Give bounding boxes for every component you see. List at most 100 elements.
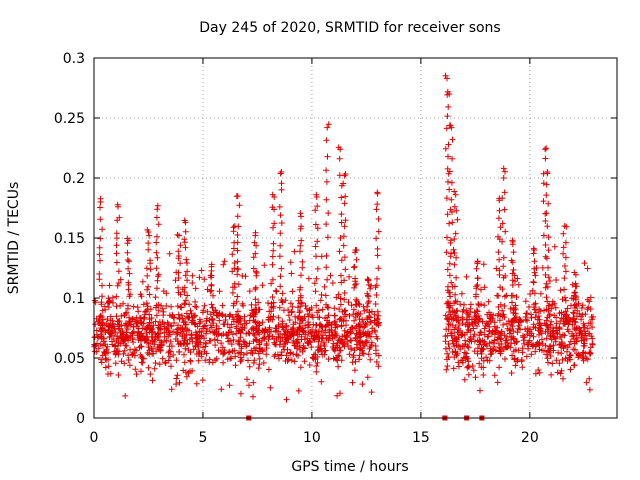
data-point <box>231 260 238 266</box>
data-point <box>329 344 336 350</box>
data-point <box>453 308 460 315</box>
data-point <box>259 319 266 326</box>
data-point <box>494 324 501 331</box>
data-point <box>323 221 330 228</box>
data-point <box>442 145 449 152</box>
data-point <box>560 244 567 251</box>
data-point <box>224 321 231 328</box>
data-point <box>120 331 127 337</box>
data-point <box>137 291 144 298</box>
data-point <box>481 284 488 291</box>
data-point <box>361 307 368 314</box>
data-point <box>268 300 275 307</box>
data-point <box>138 335 145 342</box>
data-point <box>297 284 304 291</box>
data-point <box>123 342 130 349</box>
data-point <box>125 352 132 359</box>
data-point <box>486 323 493 330</box>
data-point <box>140 301 147 308</box>
data-point <box>580 342 587 349</box>
data-point <box>234 239 241 246</box>
data-point <box>308 344 315 351</box>
data-point <box>168 386 175 393</box>
data-point <box>170 328 177 335</box>
data-point <box>126 362 133 369</box>
data-point <box>148 333 155 340</box>
data-point <box>453 317 460 324</box>
data-point <box>338 219 345 226</box>
data-point <box>446 272 453 279</box>
data-point <box>340 233 347 240</box>
data-point <box>312 356 319 363</box>
data-point <box>572 338 579 345</box>
data-point <box>296 325 303 332</box>
data-point <box>340 242 347 249</box>
data-point <box>270 224 276 231</box>
data-point <box>325 356 332 363</box>
data-point <box>154 254 161 261</box>
data-point <box>91 348 98 355</box>
data-point <box>455 334 462 341</box>
data-point <box>229 268 236 275</box>
data-point <box>299 264 306 271</box>
data-point <box>263 351 270 358</box>
data-point <box>336 248 343 255</box>
data-point <box>500 321 507 328</box>
data-point <box>297 294 304 301</box>
data-point <box>473 291 479 298</box>
data-point <box>237 390 244 397</box>
data-point <box>269 316 276 323</box>
data-point <box>545 274 552 281</box>
data-point <box>484 357 491 364</box>
data-point <box>475 301 482 307</box>
data-point <box>451 203 458 210</box>
data-point <box>146 291 153 298</box>
data-point <box>97 312 104 319</box>
data-point <box>532 272 539 279</box>
data-point <box>144 272 151 279</box>
data-point <box>301 345 308 352</box>
data-point <box>113 313 120 320</box>
data-point <box>553 277 560 283</box>
data-point <box>182 228 189 235</box>
data-point <box>356 329 363 336</box>
data-point <box>252 302 259 308</box>
data-point <box>374 316 381 323</box>
data-point <box>338 257 345 264</box>
data-point <box>295 387 302 394</box>
data-point <box>500 165 507 172</box>
data-point <box>324 124 331 131</box>
data-point <box>210 292 216 299</box>
data-point <box>301 358 308 365</box>
data-point <box>265 366 272 373</box>
data-point <box>562 297 569 304</box>
data-point <box>547 353 554 359</box>
data-point <box>136 344 143 351</box>
data-point <box>360 324 366 331</box>
data-point <box>527 332 533 339</box>
data-point <box>371 319 378 326</box>
data-point <box>481 331 488 338</box>
data-point <box>346 273 353 280</box>
data-point <box>202 357 209 364</box>
data-point <box>183 310 190 317</box>
data-point <box>445 153 451 160</box>
data-point <box>471 309 478 316</box>
data-point <box>544 169 551 175</box>
data-point <box>129 351 136 358</box>
data-point <box>182 244 189 251</box>
data-point <box>112 329 119 336</box>
data-point <box>446 345 453 352</box>
data-point <box>364 332 370 339</box>
data-point <box>483 354 490 361</box>
data-point <box>233 298 240 305</box>
data-point <box>510 309 517 316</box>
data-point <box>235 350 242 357</box>
data-point <box>584 265 591 272</box>
data-point <box>234 271 241 278</box>
data-point <box>277 242 284 249</box>
data-point <box>260 335 267 342</box>
data-point <box>183 331 190 338</box>
data-point <box>181 236 188 243</box>
data-point <box>451 236 458 242</box>
